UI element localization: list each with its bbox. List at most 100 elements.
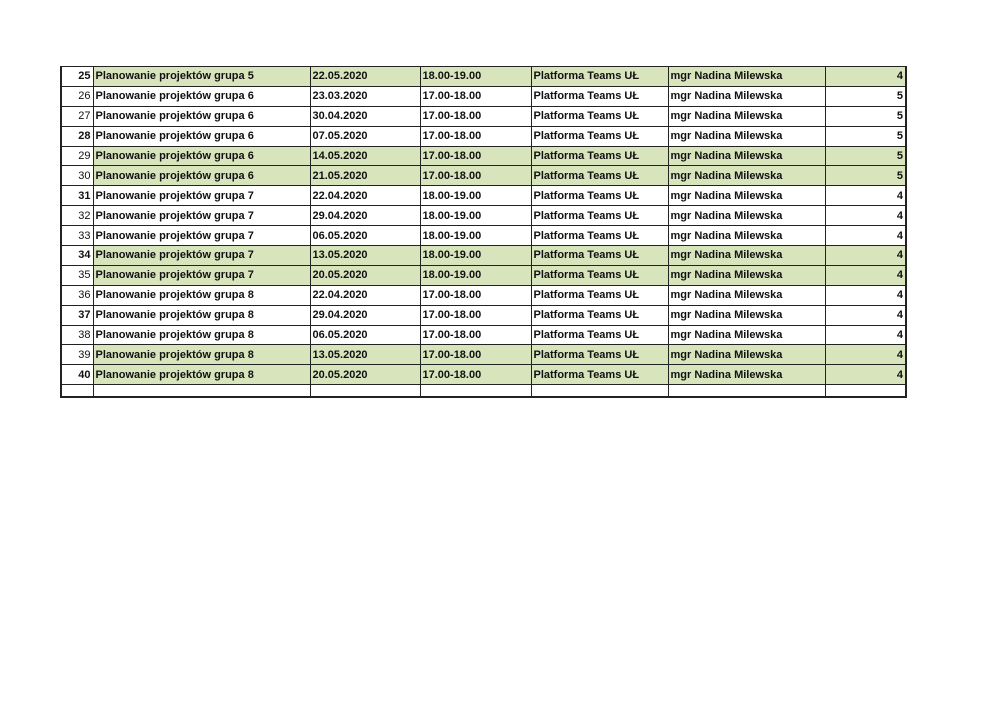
subject-cell: Planowanie projektów grupa 6 xyxy=(92,165,311,187)
empty-cell xyxy=(824,384,907,398)
time-cell: 17.00-18.00 xyxy=(419,284,532,306)
row-number: 35 xyxy=(60,264,94,286)
hours-cell: 4 xyxy=(824,205,907,227)
hours-cell: 4 xyxy=(824,304,907,326)
teacher-cell: mgr Nadina Milewska xyxy=(667,85,826,107)
subject-cell: Planowanie projektów grupa 8 xyxy=(92,284,311,306)
teacher-cell: mgr Nadina Milewska xyxy=(667,245,826,266)
teacher-cell: mgr Nadina Milewska xyxy=(667,105,826,127)
place-cell: Platforma Teams UŁ xyxy=(530,264,669,286)
table-row: 37 Planowanie projektów grupa 8 29.04.2020… xyxy=(60,304,907,326)
table-row: 40 Planowanie projektów grupa 8 20.05.2020… xyxy=(60,364,907,386)
teacher-cell: mgr Nadina Milewska xyxy=(667,66,826,87)
teacher-cell: mgr Nadina Milewska xyxy=(667,344,826,366)
date-cell: 07.05.2020 xyxy=(309,125,421,147)
date-cell: 29.04.2020 xyxy=(309,205,421,227)
hours-cell: 4 xyxy=(824,264,907,286)
time-cell: 17.00-18.00 xyxy=(419,364,532,386)
table-row: 31 Planowanie projektów grupa 7 22.04.2020… xyxy=(60,185,907,207)
date-cell: 06.05.2020 xyxy=(309,225,421,247)
time-cell: 17.00-18.00 xyxy=(419,125,532,147)
empty-cell xyxy=(309,384,421,398)
teacher-cell: mgr Nadina Milewska xyxy=(667,125,826,147)
empty-cell xyxy=(92,384,311,398)
row-number: 38 xyxy=(60,324,94,346)
place-cell: Platforma Teams UŁ xyxy=(530,145,669,167)
subject-cell: Planowanie projektów grupa 7 xyxy=(92,245,311,266)
time-cell: 18.00-19.00 xyxy=(419,205,532,227)
place-cell: Platforma Teams UŁ xyxy=(530,185,669,207)
table-row: 32 Planowanie projektów grupa 7 29.04.2020… xyxy=(60,205,907,227)
place-cell: Platforma Teams UŁ xyxy=(530,125,669,147)
hours-cell: 4 xyxy=(824,225,907,247)
place-cell: Platforma Teams UŁ xyxy=(530,245,669,266)
date-cell: 21.05.2020 xyxy=(309,165,421,187)
place-cell: Platforma Teams UŁ xyxy=(530,284,669,306)
table-row: 35 Planowanie projektów grupa 7 20.05.2020… xyxy=(60,264,907,286)
date-cell: 13.05.2020 xyxy=(309,344,421,366)
table-row: 34 Planowanie projektów grupa 7 13.05.2020… xyxy=(60,245,907,266)
subject-cell: Planowanie projektów grupa 8 xyxy=(92,344,311,366)
row-number: 28 xyxy=(60,125,94,147)
time-cell: 18.00-19.00 xyxy=(419,66,532,87)
table-row: 25 Planowanie projektów grupa 5 22.05.2020… xyxy=(60,66,907,87)
teacher-cell: mgr Nadina Milewska xyxy=(667,284,826,306)
date-cell: 20.05.2020 xyxy=(309,264,421,286)
row-number: 36 xyxy=(60,284,94,306)
table-row: 39 Planowanie projektów grupa 8 13.05.2020… xyxy=(60,344,907,366)
empty-cell xyxy=(419,384,532,398)
subject-cell: Planowanie projektów grupa 8 xyxy=(92,364,311,386)
date-cell: 29.04.2020 xyxy=(309,304,421,326)
hours-cell: 4 xyxy=(824,324,907,346)
hours-cell: 5 xyxy=(824,105,907,127)
time-cell: 17.00-18.00 xyxy=(419,85,532,107)
teacher-cell: mgr Nadina Milewska xyxy=(667,304,826,326)
time-cell: 17.00-18.00 xyxy=(419,145,532,167)
hours-cell: 4 xyxy=(824,284,907,306)
row-number: 32 xyxy=(60,205,94,227)
place-cell: Platforma Teams UŁ xyxy=(530,304,669,326)
empty-row xyxy=(60,384,907,398)
time-cell: 17.00-18.00 xyxy=(419,105,532,127)
empty-cell xyxy=(667,384,826,398)
subject-cell: Planowanie projektów grupa 6 xyxy=(92,105,311,127)
date-cell: 13.05.2020 xyxy=(309,245,421,266)
time-cell: 17.00-18.00 xyxy=(419,344,532,366)
subject-cell: Planowanie projektów grupa 6 xyxy=(92,125,311,147)
date-cell: 20.05.2020 xyxy=(309,364,421,386)
table-row: 27 Planowanie projektów grupa 6 30.04.2020… xyxy=(60,105,907,127)
row-number: 25 xyxy=(60,66,94,87)
teacher-cell: mgr Nadina Milewska xyxy=(667,185,826,207)
date-cell: 14.05.2020 xyxy=(309,145,421,167)
time-cell: 17.00-18.00 xyxy=(419,304,532,326)
date-cell: 22.05.2020 xyxy=(309,66,421,87)
teacher-cell: mgr Nadina Milewska xyxy=(667,324,826,346)
hours-cell: 5 xyxy=(824,85,907,107)
hours-cell: 4 xyxy=(824,245,907,266)
time-cell: 18.00-19.00 xyxy=(419,264,532,286)
table-row: 29 Planowanie projektów grupa 6 14.05.2020… xyxy=(60,145,907,167)
subject-cell: Planowanie projektów grupa 8 xyxy=(92,324,311,346)
subject-cell: Planowanie projektów grupa 6 xyxy=(92,85,311,107)
table-row: 30 Planowanie projektów grupa 6 21.05.2020… xyxy=(60,165,907,187)
hours-cell: 4 xyxy=(824,185,907,207)
subject-cell: Planowanie projektów grupa 7 xyxy=(92,264,311,286)
row-number: 27 xyxy=(60,105,94,127)
subject-cell: Planowanie projektów grupa 5 xyxy=(92,66,311,87)
table-row: 28 Planowanie projektów grupa 6 07.05.2020… xyxy=(60,125,907,147)
empty-cell xyxy=(530,384,669,398)
hours-cell: 4 xyxy=(824,344,907,366)
row-number: 37 xyxy=(60,304,94,326)
hours-cell: 4 xyxy=(824,66,907,87)
place-cell: Platforma Teams UŁ xyxy=(530,324,669,346)
teacher-cell: mgr Nadina Milewska xyxy=(667,205,826,227)
row-number: 39 xyxy=(60,344,94,366)
date-cell: 23.03.2020 xyxy=(309,85,421,107)
table-row: 38 Planowanie projektów grupa 8 06.05.2020… xyxy=(60,324,907,346)
teacher-cell: mgr Nadina Milewska xyxy=(667,225,826,247)
empty-cell xyxy=(60,384,94,398)
date-cell: 30.04.2020 xyxy=(309,105,421,127)
row-number: 26 xyxy=(60,85,94,107)
row-number: 40 xyxy=(60,364,94,386)
date-cell: 22.04.2020 xyxy=(309,185,421,207)
